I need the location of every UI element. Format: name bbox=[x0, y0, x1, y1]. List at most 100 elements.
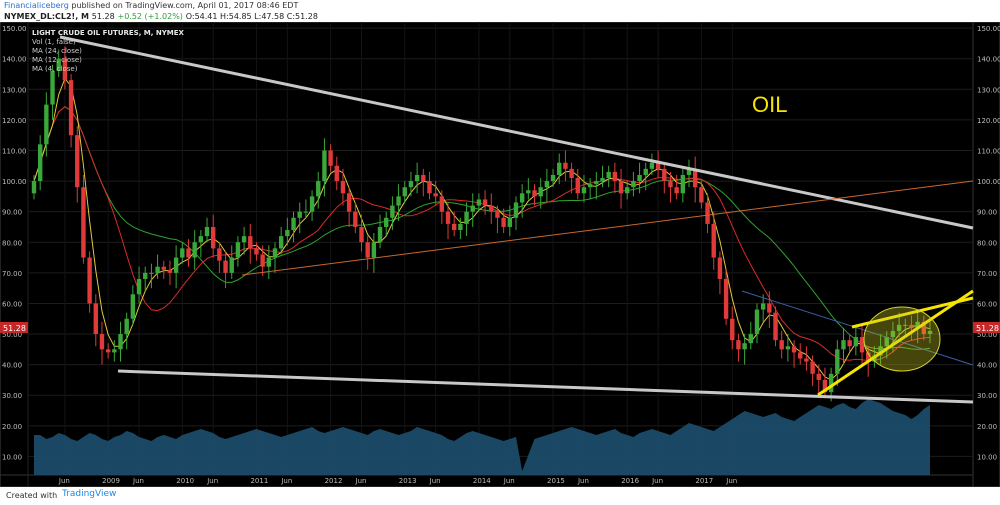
x-tick-label: 2015 bbox=[547, 477, 565, 485]
highlight-ellipse bbox=[863, 306, 941, 372]
candle bbox=[322, 138, 327, 197]
candle bbox=[507, 205, 513, 237]
candle bbox=[680, 168, 686, 203]
candle-body bbox=[322, 150, 327, 182]
quote-line: NYMEX_DL:CL2!, M 51.28 +0.52 (+1.02%) O:… bbox=[4, 11, 318, 22]
candle-body bbox=[328, 150, 333, 166]
candle bbox=[167, 260, 173, 286]
candle bbox=[668, 171, 673, 203]
candle bbox=[754, 303, 760, 344]
candle-body bbox=[699, 187, 704, 203]
candle-body bbox=[587, 184, 593, 188]
candle bbox=[155, 254, 160, 279]
candle bbox=[717, 251, 723, 295]
candle-body bbox=[56, 58, 61, 71]
candle bbox=[291, 211, 296, 243]
y-tick-label-right: 50.00 bbox=[977, 331, 997, 339]
volume-area bbox=[34, 399, 930, 475]
candle-body bbox=[50, 70, 55, 105]
candle-body bbox=[309, 196, 315, 212]
candle-body bbox=[723, 278, 729, 319]
candle-body bbox=[730, 318, 735, 341]
author-link[interactable]: Financialiceberg bbox=[4, 1, 69, 10]
candle bbox=[859, 324, 865, 365]
y-tick-label-left: 80.00 bbox=[2, 239, 22, 247]
candle-body bbox=[229, 257, 234, 273]
candle bbox=[371, 233, 377, 273]
candle bbox=[112, 340, 117, 362]
candle-body bbox=[575, 178, 580, 194]
candle-body bbox=[93, 303, 98, 335]
candle bbox=[278, 226, 284, 255]
candle bbox=[581, 174, 587, 203]
y-tick-label-right: 20.00 bbox=[977, 423, 997, 431]
candle-body bbox=[118, 334, 123, 350]
candle-body bbox=[365, 242, 370, 258]
candle bbox=[464, 202, 469, 237]
candle-body bbox=[353, 211, 358, 227]
candle bbox=[316, 171, 321, 209]
candle bbox=[557, 153, 562, 185]
candle bbox=[767, 291, 772, 328]
candle-body bbox=[779, 340, 784, 350]
candle-body bbox=[742, 343, 747, 350]
candle-body bbox=[476, 199, 482, 206]
candle bbox=[414, 162, 420, 194]
candle bbox=[161, 260, 166, 279]
symbol-text: NYMEX_DL:CL2!, M bbox=[4, 12, 89, 21]
candle-body bbox=[853, 337, 859, 347]
candle-body bbox=[662, 168, 667, 182]
last-price-tag-left-text: 51.28 bbox=[3, 324, 26, 333]
x-tick-label: Jun bbox=[206, 477, 218, 485]
y-tick-label-left: 20.00 bbox=[2, 423, 22, 431]
candle bbox=[229, 245, 234, 279]
candle-body bbox=[482, 199, 488, 206]
candle-body bbox=[884, 337, 889, 347]
candle bbox=[773, 306, 778, 347]
candle bbox=[56, 49, 61, 78]
candle-body bbox=[291, 217, 296, 231]
price-chart[interactable]: 10.00 20.00 30.00 40.00 50.00 60.00 70.00 80.00… bbox=[0, 22, 1000, 487]
candle bbox=[445, 202, 451, 240]
candle-body bbox=[810, 361, 815, 374]
candle-body bbox=[217, 248, 222, 261]
tradingview-brand[interactable]: TradingView bbox=[62, 489, 117, 499]
x-tick-label: Jun bbox=[280, 477, 292, 485]
x-tick-label: Jun bbox=[58, 477, 70, 485]
candle-body bbox=[526, 190, 531, 194]
candle-body bbox=[334, 165, 339, 182]
y-tick-label-right: 150.00 bbox=[977, 25, 1000, 33]
candle-body bbox=[439, 196, 445, 212]
trendline-yellow-resistance bbox=[851, 296, 974, 329]
candle-body bbox=[346, 193, 352, 212]
candle-body bbox=[544, 181, 550, 188]
candle-body bbox=[223, 260, 228, 273]
x-tick-label: 2011 bbox=[250, 477, 268, 485]
candle bbox=[736, 334, 741, 362]
candle-body bbox=[847, 340, 852, 347]
candle-body bbox=[754, 309, 760, 335]
candle bbox=[575, 168, 580, 200]
candle-body bbox=[87, 257, 92, 304]
candle bbox=[285, 217, 290, 246]
candle bbox=[334, 156, 339, 191]
x-tick-label: 2010 bbox=[176, 477, 194, 485]
candle-body bbox=[408, 181, 414, 188]
y-tick-label-left: 130.00 bbox=[2, 86, 27, 94]
candle bbox=[173, 245, 179, 289]
candle-body bbox=[211, 226, 216, 249]
candle-body bbox=[550, 174, 556, 182]
candle bbox=[587, 178, 593, 200]
candle-body bbox=[402, 187, 407, 197]
candle-body bbox=[254, 248, 259, 255]
candle-body bbox=[278, 236, 284, 249]
candle-body bbox=[501, 217, 506, 227]
candle bbox=[798, 343, 803, 365]
candle bbox=[563, 150, 568, 182]
candle-body bbox=[606, 171, 611, 179]
candle-body bbox=[44, 104, 49, 145]
candle bbox=[50, 64, 55, 120]
candle-body bbox=[909, 324, 914, 328]
candle-body bbox=[198, 236, 204, 243]
candle bbox=[439, 190, 445, 224]
